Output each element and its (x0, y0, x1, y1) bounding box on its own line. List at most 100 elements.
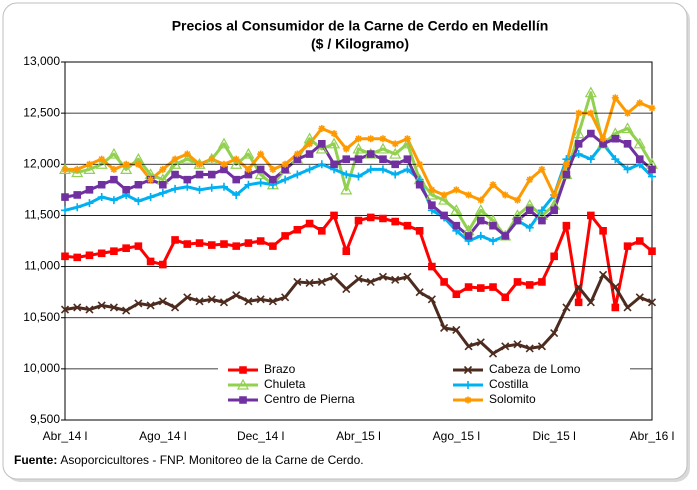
chart-title: Precios al Consumidor de la Carne de Cer… (172, 18, 549, 34)
data-point (305, 165, 314, 174)
source-label: Fuente: (14, 453, 57, 467)
data-point (574, 282, 583, 292)
data-point (95, 158, 108, 169)
data-point (354, 155, 363, 163)
data-point (195, 297, 204, 306)
data-point (169, 158, 182, 169)
data-point (611, 282, 620, 292)
data-point (340, 183, 353, 195)
data-point (574, 298, 583, 307)
data-point (257, 150, 265, 158)
y-tick-label: 13,000 (23, 54, 60, 68)
x-tick-label: Abr_14 l (43, 429, 88, 443)
data-point (635, 155, 644, 163)
data-point (538, 216, 546, 225)
data-point (134, 242, 143, 250)
data-point (244, 297, 253, 306)
data-point (621, 122, 634, 134)
data-point (464, 342, 473, 351)
data-point (183, 293, 192, 302)
data-point (342, 247, 351, 256)
data-point (562, 170, 571, 179)
data-point (73, 303, 82, 312)
legend-label: Costilla (489, 377, 529, 391)
data-point (416, 160, 424, 168)
data-point (648, 104, 656, 112)
data-point (183, 182, 192, 191)
data-point (587, 129, 595, 138)
data-point (170, 303, 180, 312)
data-point (501, 191, 509, 199)
data-point (181, 152, 194, 164)
data-point (207, 241, 216, 249)
data-point (501, 232, 510, 240)
data-point (366, 150, 375, 158)
data-point (611, 303, 620, 312)
data-point (562, 160, 570, 168)
data-point (525, 206, 534, 215)
data-point (318, 226, 326, 235)
legend-marker (236, 378, 250, 390)
data-point (71, 166, 84, 178)
data-point (575, 109, 583, 117)
data-point (293, 170, 302, 179)
data-point (120, 163, 133, 174)
data-point (232, 190, 241, 199)
data-point (391, 170, 400, 179)
data-point (415, 180, 424, 189)
x-tick-label: Abr_16 l (630, 429, 675, 443)
data-point (450, 204, 463, 215)
data-point (219, 298, 229, 307)
data-point (489, 237, 498, 245)
data-point (60, 305, 70, 314)
data-point (317, 160, 326, 169)
data-point (85, 186, 94, 194)
data-point (305, 150, 314, 158)
data-point (379, 155, 387, 163)
data-point (366, 277, 375, 286)
data-point (109, 196, 118, 205)
data-point (599, 135, 607, 143)
data-point (489, 283, 497, 291)
data-point (428, 186, 436, 194)
data-point (315, 142, 328, 154)
series-line (64, 91, 654, 238)
y-tick-label: 12,000 (23, 156, 60, 170)
data-point (477, 196, 485, 204)
legend-marker (239, 366, 247, 374)
data-point (611, 134, 620, 143)
data-point (636, 99, 644, 107)
data-point (281, 232, 289, 240)
data-point (391, 275, 400, 284)
data-point (586, 298, 595, 307)
data-point (476, 231, 485, 240)
data-point (196, 160, 204, 168)
data-point (342, 145, 350, 153)
y-tick-label: 12,500 (23, 105, 60, 119)
data-point (550, 328, 559, 338)
data-point (158, 297, 167, 306)
data-point (403, 272, 412, 281)
data-point (97, 193, 106, 202)
y-tick-label: 11,000 (24, 259, 60, 273)
data-point (98, 155, 106, 163)
source: Fuente: Asoporcicultores - FNP. Monitoreo… (14, 453, 364, 467)
data-point (464, 283, 473, 291)
data-point (611, 94, 619, 102)
data-point (122, 186, 130, 194)
data-point (391, 217, 399, 226)
data-point (61, 193, 69, 201)
data-point (403, 165, 412, 174)
data-point (207, 183, 216, 192)
data-point (269, 165, 277, 173)
data-point (425, 188, 438, 200)
data-point (146, 257, 155, 266)
legend-label: Chuleta (264, 377, 306, 391)
data-point (147, 176, 155, 184)
data-point (159, 180, 167, 189)
data-point (122, 244, 130, 252)
data-point (183, 175, 192, 184)
legend (218, 362, 630, 408)
